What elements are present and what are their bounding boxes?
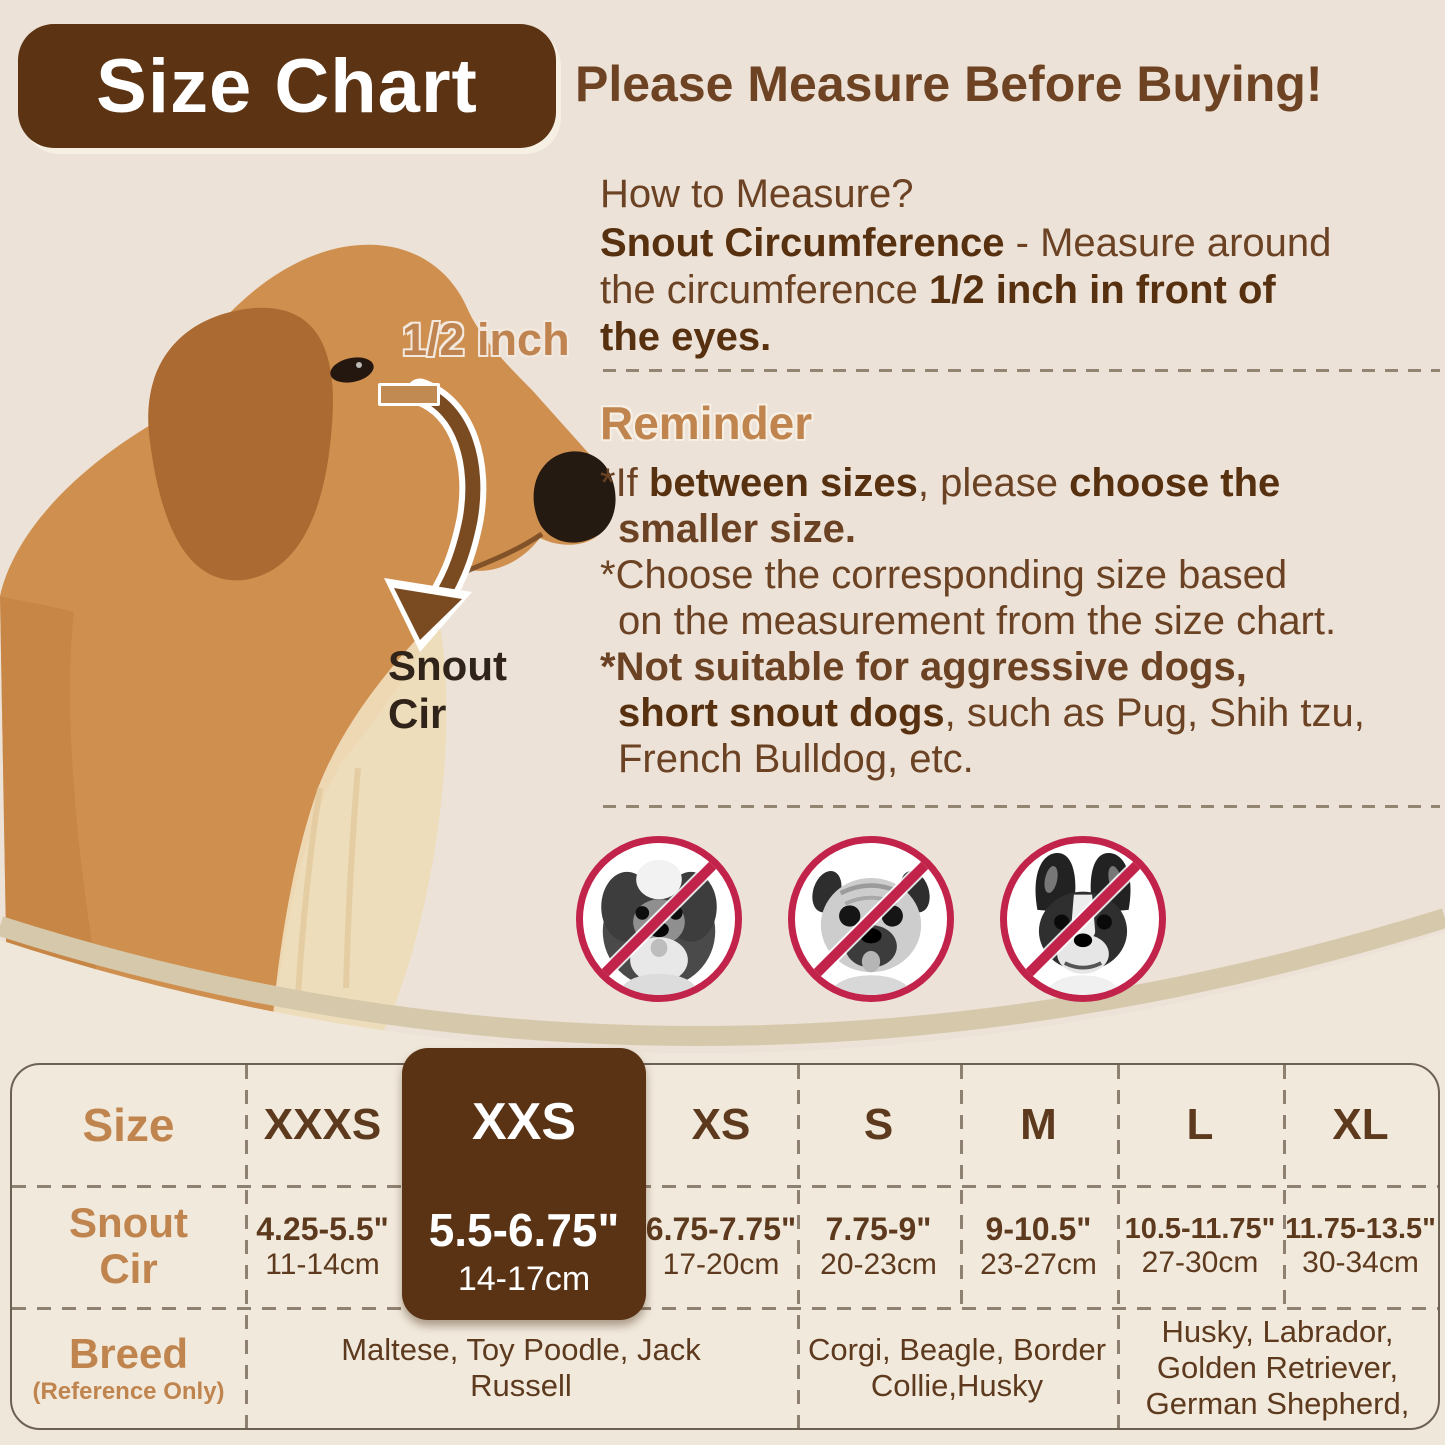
no-pug-icon [788, 836, 954, 1002]
row-label-size: Size [82, 1099, 175, 1151]
reminder-bullet-1: *If between sizes, please choose the [600, 461, 1281, 505]
snout-cell-xl: 11.75-13.5" 30-34cm [1285, 1212, 1436, 1279]
measure-term: Snout Circumference [600, 221, 1005, 265]
no-french-bulldog-icon [1000, 836, 1166, 1002]
breed-cell-medium: Corgi, Beagle, Border Collie,Husky [807, 1331, 1107, 1403]
golden-retriever-photo [0, 244, 616, 1050]
table-divider [245, 1065, 248, 1428]
table-divider [12, 1307, 1438, 1310]
no-shih-tzu-icon [576, 836, 742, 1002]
decorative-curve-band [0, 908, 1445, 1060]
col-header-xl: XL [1332, 1100, 1389, 1149]
half-inch-marker [378, 383, 440, 406]
table-divider [797, 1065, 800, 1428]
col-header-s: S [863, 1100, 894, 1149]
size-chart-badge: Size Chart [18, 24, 556, 148]
dashed-divider-top [603, 369, 1440, 372]
breed-cell-small: Maltese, Toy Poodle, Jack Russell [341, 1331, 701, 1403]
half-inch-label: 1/2 inch [402, 314, 570, 365]
col-header-m: M [1020, 1100, 1057, 1149]
col-header-xs: XS [691, 1100, 751, 1149]
row-label-breed: Breed (Reference Only) [32, 1329, 225, 1405]
size-table: Size Snout Cir Breed (Reference Only) XXX… [10, 1048, 1440, 1430]
dashed-divider-bottom [603, 805, 1440, 808]
snout-cell-xxs-inches: 5.5-6.75" [428, 1204, 620, 1256]
reminder-list: *If between sizes, please choose the sma… [600, 460, 1445, 782]
reminder-bullet-2: *Choose the corresponding size based [600, 553, 1288, 597]
snout-cell-s: 7.75-9" 20-23cm [820, 1210, 937, 1281]
snout-cir-label: Snout Cir [388, 642, 507, 737]
reminder-bullet-3: *Not suitable for aggressive dogs, [600, 645, 1247, 689]
snout-cell-l: 10.5-11.75" 27-30cm [1124, 1212, 1276, 1279]
reminder-heading: Reminder [600, 397, 813, 449]
col-header-xxs: XXS [471, 1093, 577, 1151]
col-header-xxxs: XXXS [263, 1100, 382, 1149]
row-label-snout-cir: Snout Cir [69, 1199, 188, 1292]
snout-cell-xxs-cm: 14-17cm [457, 1260, 591, 1298]
how-to-measure-paragraph: Snout Circumference - Measure around the… [600, 221, 1332, 359]
table-divider [1117, 1065, 1120, 1428]
col-header-l: L [1186, 1100, 1214, 1149]
how-to-measure-heading: How to Measure? [600, 172, 914, 216]
snout-cell-m: 9-10.5" 23-27cm [980, 1210, 1097, 1281]
breed-note: (Reference Only) [32, 1377, 225, 1405]
breed-cell-large: Husky, Labrador, Golden Retriever, Germa… [1145, 1313, 1410, 1421]
headline: Please Measure Before Buying! [575, 56, 1323, 112]
snout-cell-xs: 6.75-7.75" 17-20cm [645, 1210, 797, 1281]
size-chart-badge-label: Size Chart [96, 43, 478, 129]
table-divider [12, 1185, 1438, 1188]
snout-cell-xxxs: 4.25-5.5" 11-14cm [256, 1210, 389, 1281]
highlighted-size-xxs: XXS 5.5-6.75" 14-17cm [402, 1048, 646, 1320]
measure-arrow [384, 378, 487, 652]
